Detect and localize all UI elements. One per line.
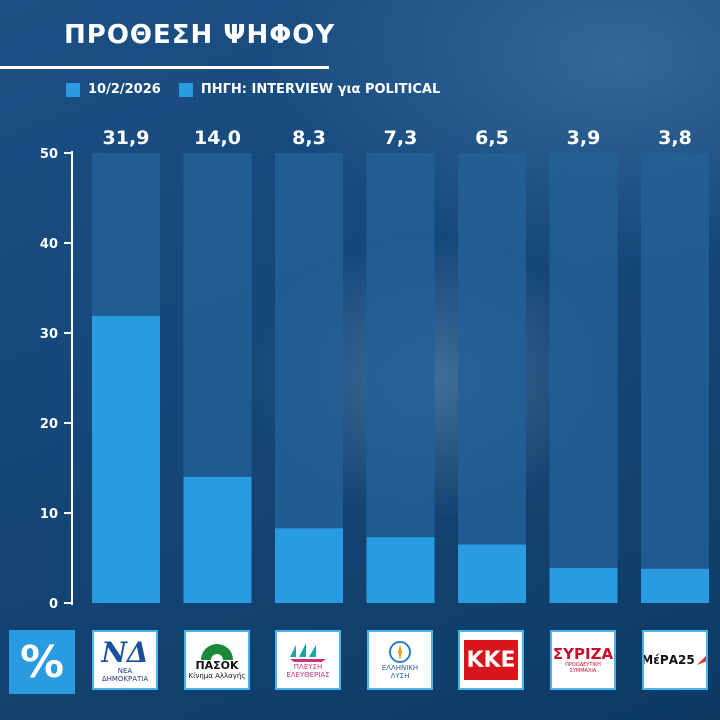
bar	[92, 315, 160, 603]
bar-track	[549, 153, 618, 603]
legend-date-label: 10/2/2026	[88, 82, 161, 97]
bar	[183, 477, 252, 603]
bar-track	[275, 153, 343, 603]
bar-track	[366, 153, 435, 603]
title-underline	[0, 66, 329, 69]
bar-value-label: 3,9	[567, 127, 601, 149]
legend-swatch	[178, 82, 193, 97]
nd-logo-mark: ΝΔ	[100, 637, 148, 667]
percent-unit-badge: %	[9, 630, 75, 694]
bar-value-label: 31,9	[103, 127, 150, 149]
mera25-arrow-icon	[696, 655, 706, 665]
pasok-logo-caption: Κίνημα Αλλαγής	[188, 672, 246, 680]
syriza-logo-text: ΣΥΡΙΖΑ	[552, 645, 614, 663]
bar-value-label: 3,8	[658, 127, 692, 149]
compass-icon	[389, 641, 411, 663]
bar-track	[458, 153, 526, 603]
nd-logo: ΝΔ ΝΕΑ ΔΗΜΟΚΡΑΤΙΑ	[92, 630, 158, 690]
mera25-mark: ΜέΡΑ25	[642, 653, 706, 667]
bar-value-label: 14,0	[194, 127, 241, 149]
nd-logo-caption: ΝΕΑ ΔΗΜΟΚΡΑΤΙΑ	[101, 667, 149, 683]
bar-value-label: 8,3	[292, 127, 326, 149]
plefsi-logo-caption: ΕΛΕΥΘΕΡΙΑΣ	[286, 671, 330, 679]
bar	[366, 537, 435, 603]
mera25-logo: ΜέΡΑ25	[642, 630, 708, 690]
kke-logo-text: ΚΚΕ	[464, 640, 518, 680]
y-tick-label: 20	[40, 417, 58, 432]
bar	[549, 567, 618, 603]
legend-swatch	[66, 82, 80, 97]
bar	[458, 544, 526, 603]
ship-icon	[290, 643, 326, 662]
y-tick-label: 0	[49, 597, 58, 612]
kke-logo: ΚΚΕ	[458, 630, 524, 690]
y-tick-label: 40	[40, 237, 58, 252]
pasok-sun-icon	[201, 644, 233, 660]
y-tick-label: 10	[40, 507, 58, 522]
elliniki-lysi-caption: ΛΥΣΗ	[390, 672, 410, 680]
syriza-logo-caption: ΠΡΟΟΔΕΥΤΙΚΗ ΣΥΜΜΑΧΙΑ	[565, 662, 601, 674]
legend: 10/2/2026 ΠΗΓΗ: INTERVIEW για POLITICAL	[66, 82, 458, 97]
bar-track	[641, 153, 709, 603]
elliniki-lysi-logo: ΕΛΛΗΝΙΚΗ ΛΥΣΗ	[367, 630, 433, 690]
legend-date: 10/2/2026	[66, 82, 161, 97]
pasok-logo: ΠΑΣΟΚ Κίνημα Αλλαγής	[184, 630, 250, 690]
y-tick-label: 30	[40, 327, 58, 342]
chart-title: ΠΡΟΘΕΣΗ ΨΗΦΟΥ	[64, 20, 336, 50]
plefsi-logo-text: ΠΛΕΥΣΗ	[293, 663, 323, 671]
nd-logo-text: ΝΔ	[100, 637, 148, 667]
bar-value-label: 6,5	[475, 127, 509, 149]
legend-source: ΠΗΓΗ: INTERVIEW για POLITICAL	[178, 82, 441, 97]
y-tick-label: 50	[40, 147, 58, 162]
elliniki-lysi-text: ΕΛΛΗΝΙΚΗ	[381, 664, 419, 672]
bar-value-label: 7,3	[384, 127, 418, 149]
legend-source-label: ΠΗΓΗ: INTERVIEW για POLITICAL	[200, 82, 441, 97]
bar	[275, 528, 343, 603]
syriza-logo: ΣΥΡΙΖΑ ΠΡΟΟΔΕΥΤΙΚΗ ΣΥΜΜΑΧΙΑ	[550, 630, 616, 690]
bar-chart: 0 10 20 30 40 50 31,9 14,0 8,3 7,3 6,5 3,9 3,8	[40, 127, 709, 612]
bar	[641, 568, 709, 603]
mera25-logo-text: ΜέΡΑ25	[642, 653, 695, 667]
plefsi-logo: ΠΛΕΥΣΗ ΕΛΕΥΘΕΡΙΑΣ	[275, 630, 341, 690]
pasok-logo-text: ΠΑΣΟΚ	[195, 659, 239, 672]
